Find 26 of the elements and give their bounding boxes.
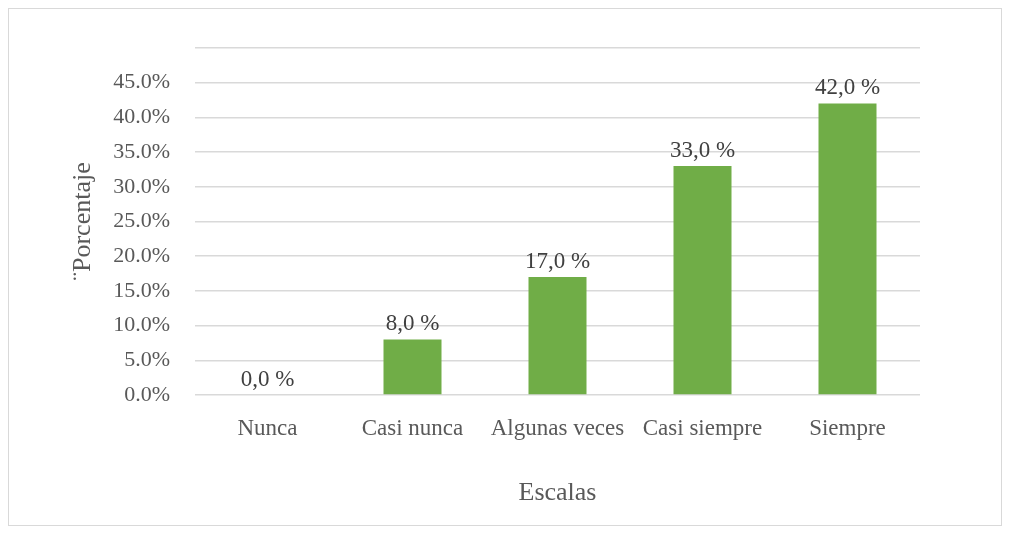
y-axis-title: ¨Porcentaje <box>67 162 97 281</box>
bar <box>528 277 587 395</box>
bar <box>818 103 877 395</box>
y-tick-label: 40.0% <box>113 103 170 129</box>
y-tick-label: 25.0% <box>113 207 170 233</box>
y-tick-label: 35.0% <box>113 137 170 163</box>
data-label: 0,0 % <box>240 365 295 391</box>
y-tick-label: 45.0% <box>113 68 170 94</box>
y-tick-label: 5.0% <box>124 346 170 372</box>
y-tick-label: 0.0% <box>124 380 170 406</box>
x-tick-label: Casi nunca <box>361 414 464 440</box>
y-tick-label: 15.0% <box>113 276 170 302</box>
x-tick-label: Siempre <box>809 414 886 440</box>
bar <box>673 165 732 395</box>
x-axis-title: Escalas <box>518 477 597 507</box>
y-tick-label: 20.0% <box>113 241 170 267</box>
data-label: 33,0 % <box>669 136 736 162</box>
data-label: 17,0 % <box>524 247 591 273</box>
y-tick-label: 30.0% <box>113 172 170 198</box>
y-tick-label: 10.0% <box>113 311 170 337</box>
x-tick-label: Nunca <box>237 414 298 440</box>
data-label: 8,0 % <box>385 310 440 336</box>
bar <box>383 339 442 395</box>
data-label: 42,0 % <box>814 74 881 100</box>
x-tick-label: Casi siempre <box>642 414 763 440</box>
x-tick-label: Algunas veces <box>490 414 625 440</box>
